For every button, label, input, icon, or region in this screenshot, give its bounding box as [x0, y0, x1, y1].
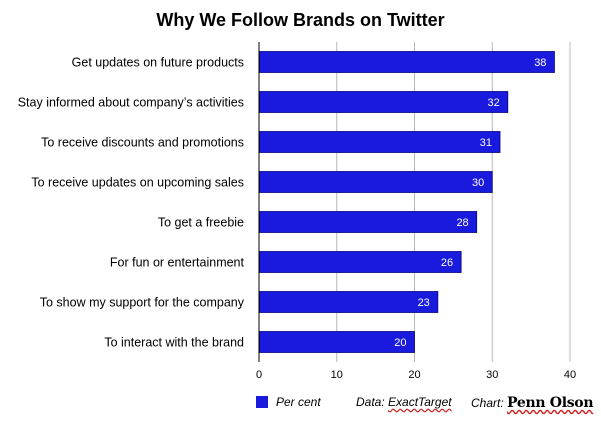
category-label: Get updates on future products: [72, 56, 244, 70]
bar-value-label: 30: [472, 177, 484, 189]
bar: [259, 51, 555, 73]
legend-label: Per cent: [276, 395, 321, 409]
bar-value-label: 28: [456, 217, 468, 229]
source-name: ExactTarget: [388, 395, 452, 409]
bar: [259, 91, 509, 113]
bar-value-label: 20: [394, 337, 406, 349]
bar: [259, 251, 462, 273]
chart-footer: Per cent Data: ExactTarget Chart: Penn O…: [256, 393, 596, 413]
source-note: Data: ExactTarget: [356, 395, 452, 409]
x-tick-label: 40: [564, 369, 576, 381]
chart-title: Why We Follow Brands on Twitter: [156, 10, 445, 30]
credit-note: Chart: Penn Olson: [471, 395, 594, 411]
category-label: To receive discounts and promotions: [41, 136, 244, 150]
credit-name: Penn Olson: [507, 395, 594, 411]
category-label: To get a freebie: [158, 216, 244, 230]
category-label: For fun or entertainment: [110, 256, 245, 270]
bar: [259, 211, 478, 233]
category-label: To show my support for the company: [40, 296, 245, 310]
source-prefix: Data:: [356, 395, 389, 409]
bar-value-label: 23: [418, 297, 430, 309]
x-tick-label: 0: [256, 369, 262, 381]
bar-value-label: 31: [480, 137, 492, 149]
bar-value-label: 26: [441, 257, 453, 269]
x-tick-label: 30: [486, 369, 498, 381]
bar: [259, 131, 501, 153]
bar-value-label: 38: [534, 57, 546, 69]
category-label: Stay informed about company’s activities: [18, 96, 244, 110]
bar-value-label: 32: [488, 97, 500, 109]
bar: [259, 331, 415, 353]
x-tick-label: 10: [331, 369, 343, 381]
legend-swatch: [256, 396, 268, 408]
x-tick-label: 20: [408, 369, 420, 381]
bar: [259, 291, 439, 313]
category-label: To interact with the brand: [104, 336, 244, 350]
credit-prefix: Chart:: [471, 396, 508, 410]
bar: [259, 171, 493, 193]
category-label: To receive updates on upcoming sales: [31, 176, 244, 190]
